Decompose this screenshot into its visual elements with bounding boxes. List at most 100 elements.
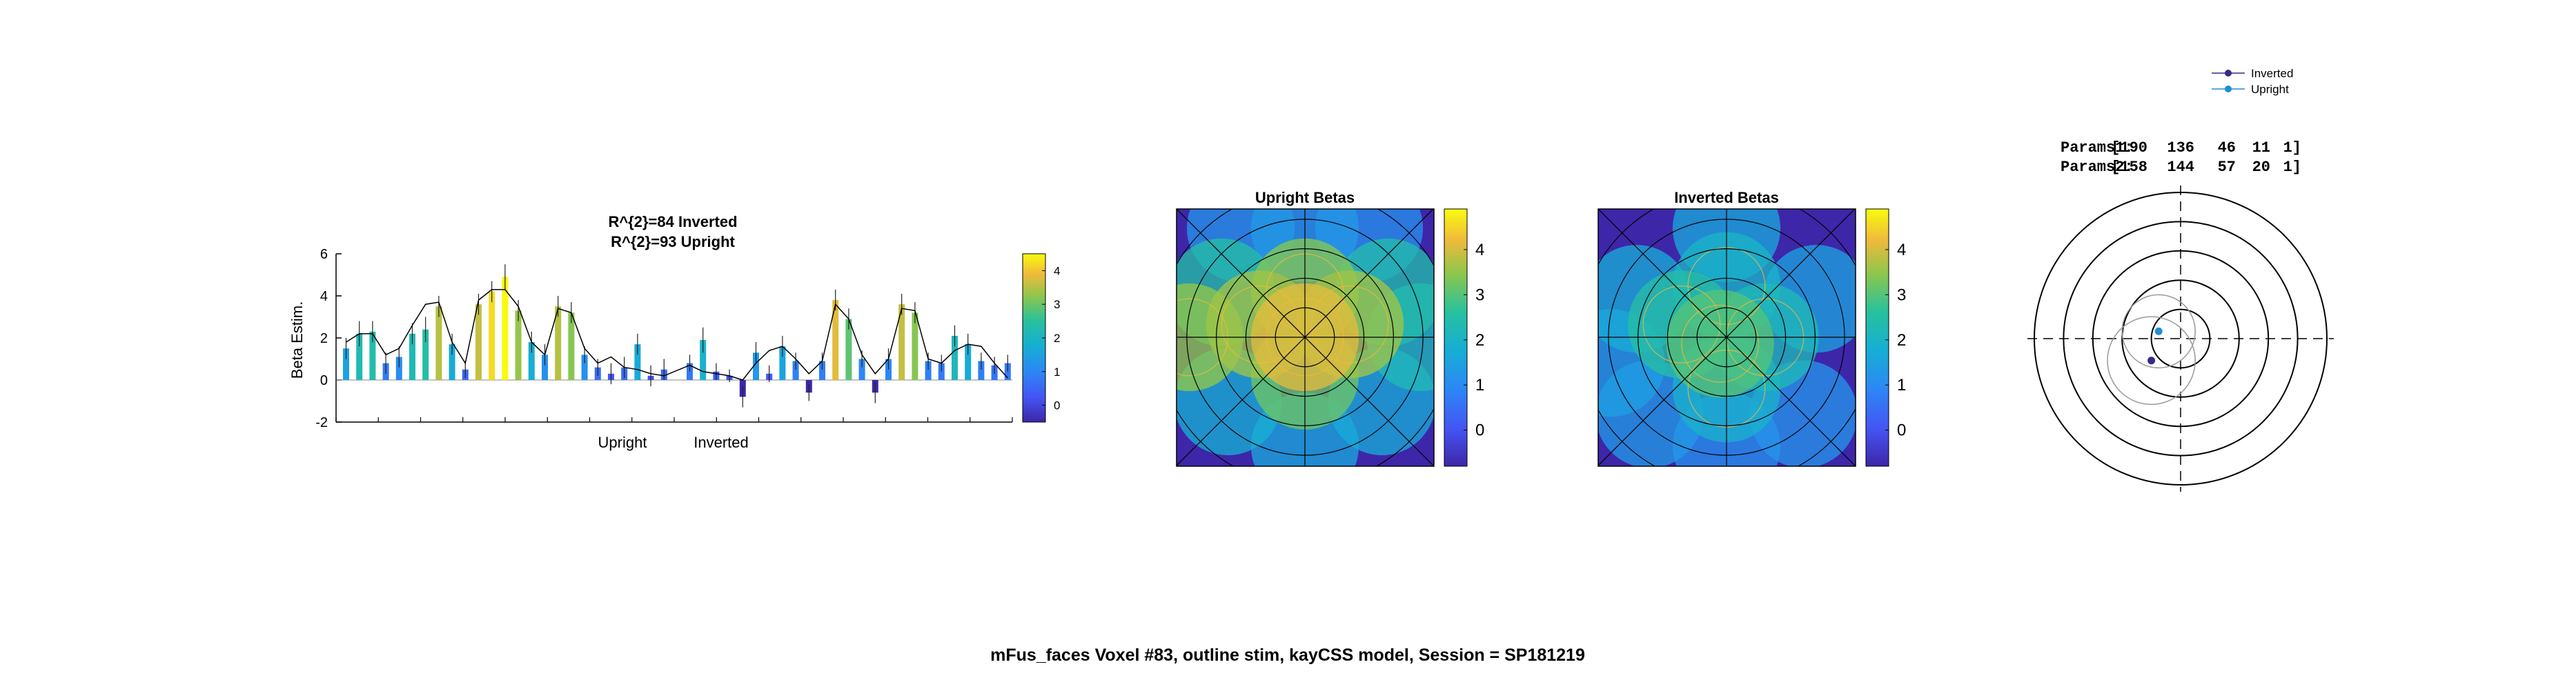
- beta-blob-outline: [1642, 286, 1721, 363]
- inverted-colorbar-ticks: 0 1 2 3 4: [1885, 241, 1906, 440]
- bar-inverted-18: [912, 312, 918, 380]
- colorbar-tick-label: 1: [1475, 376, 1484, 394]
- bar-chart-title-line1: R^{2}=84 Inverted: [608, 213, 737, 230]
- bar-upright-19: [581, 354, 588, 380]
- param-value: 20: [2252, 159, 2270, 176]
- prf-center-inverted: [2147, 357, 2156, 365]
- beta-blob-outline: [1681, 304, 1760, 383]
- model-fit-line: [346, 289, 1008, 381]
- y-tick-label: 2: [320, 331, 328, 346]
- bar-upright-14: [515, 310, 522, 380]
- bar-inverted-12: [832, 300, 839, 380]
- bar-upright-5: [395, 357, 402, 380]
- bar-upright-2: [356, 333, 363, 380]
- beta-blob-outline: [1310, 286, 1389, 363]
- inverted-betas-title: Inverted Betas: [1674, 189, 1779, 206]
- param-value: [190: [2111, 139, 2147, 157]
- params2-label: Params2:: [2061, 159, 2134, 176]
- upright-betas-frame: [1176, 208, 1435, 467]
- param-value: 11: [2252, 139, 2270, 157]
- x-tick-label-upright: Upright: [598, 434, 647, 451]
- bar-inverted-22: [965, 344, 972, 380]
- bar-inverted-14: [858, 359, 865, 380]
- bar-inverted-8: [779, 346, 786, 380]
- inverted-colorbar: [1865, 208, 1889, 467]
- inverted-betas-frame: [1597, 208, 1856, 467]
- param-value: [158: [2111, 159, 2147, 176]
- bar-upright-6: [409, 333, 415, 380]
- colorbar-tick-label: 2: [1054, 332, 1060, 345]
- x-tick-label-inverted: Inverted: [694, 434, 749, 451]
- bar-chart-panel: R^{2}=84 Inverted R^{2}=93 Upright Beta …: [288, 213, 1060, 451]
- upright-betas-panel: Upright Betas 0 1 2 3 4: [1176, 189, 1484, 467]
- legend-marker-inverted: [2225, 70, 2232, 77]
- bar-chart-title-line2: R^{2}=93 Upright: [611, 233, 735, 250]
- upright-colorbar-ticks: 0 1 2 3 4: [1464, 241, 1484, 440]
- colorbar-tick-label: 4: [1475, 241, 1484, 259]
- inverted-betas-map: [1598, 209, 1856, 466]
- bar-inverted-19: [925, 361, 932, 380]
- bar-inverted-2: [700, 340, 707, 380]
- param-value: 57: [2218, 159, 2236, 176]
- bar-inverted-17: [898, 304, 905, 380]
- prf-outline-upright: [2121, 294, 2196, 369]
- colorbar-tick-label: 4: [1897, 241, 1906, 259]
- bar-upright-3: [369, 331, 376, 380]
- legend-label-inverted: Inverted: [2251, 67, 2293, 80]
- bar-upright-9: [449, 344, 455, 380]
- prf-polar-panel: Params1: Params2: [190 136 46 11 1] [158 144 57…: [2027, 67, 2334, 492]
- y-tick-label: 0: [320, 373, 328, 388]
- y-tick-label: 6: [320, 247, 328, 262]
- colorbar-tick-label: 0: [1054, 399, 1060, 412]
- colorbar-tick-label: 0: [1897, 421, 1906, 440]
- colorbar-tick-label: 4: [1054, 264, 1060, 277]
- bar-inverted-13: [845, 319, 852, 380]
- colorbar-tick-label: 1: [1054, 366, 1060, 379]
- bar-upright-18: [568, 312, 575, 380]
- upright-colorbar: [1444, 208, 1468, 467]
- grid-spoke: [1177, 209, 1434, 466]
- bar-upright-7: [422, 329, 429, 380]
- params1-label: Params1:: [2061, 139, 2134, 157]
- y-axis-label: Beta Estim.: [288, 301, 306, 379]
- bar-inverted-21: [952, 335, 958, 380]
- colorbar-tick-label: 3: [1475, 286, 1484, 304]
- params-values: [190 136 46 11 1] [158 144 57 20 1]: [2111, 139, 2301, 176]
- upright-betas-title: Upright Betas: [1255, 189, 1355, 206]
- bar-inverted-9: [792, 361, 799, 380]
- bar-colorbar: [1022, 253, 1046, 423]
- bar-inverted-6: [753, 352, 759, 380]
- beta-blob-outline: [1221, 286, 1299, 363]
- bar-upright-17: [555, 306, 562, 380]
- colorbar-tick-label: 1: [1897, 376, 1906, 394]
- bar-colorbar-ticks: 0 1 2 3 4: [1042, 264, 1060, 412]
- param-value: 1]: [2283, 159, 2301, 176]
- colorbar-tick-label: 3: [1897, 286, 1906, 304]
- prf-outline-inverted: [2107, 316, 2196, 406]
- bar-inverted-23: [978, 361, 985, 380]
- colorbar-tick-label: 2: [1475, 331, 1484, 350]
- grid-spoke: [1598, 209, 1856, 466]
- x-axis-minor-ticks: [335, 417, 1013, 422]
- bar-upright-16: [542, 354, 548, 380]
- bar-upright-13: [502, 277, 509, 380]
- upright-betas-map: [1177, 209, 1434, 466]
- bar-upright-11: [475, 304, 482, 380]
- colorbar-tick-label: 2: [1897, 331, 1906, 350]
- y-tick-label: 4: [320, 289, 328, 304]
- y-tick-label: -2: [315, 415, 328, 430]
- legend: Inverted Upright: [2212, 67, 2293, 96]
- param-value: 136: [2167, 139, 2194, 157]
- bar-inverted-11: [819, 361, 825, 380]
- param-value: 1]: [2283, 139, 2301, 157]
- bar-upright-15: [528, 342, 535, 380]
- bar-series: [343, 264, 1011, 408]
- bar-upright-8: [435, 306, 442, 380]
- bar-upright-1: [343, 348, 349, 380]
- legend-label-upright: Upright: [2251, 83, 2289, 96]
- figure-footer-title: mFus_faces Voxel #83, outline stim, kayC…: [990, 646, 1585, 665]
- legend-marker-upright: [2225, 86, 2232, 92]
- y-axis-ticks: -2 0 2 4 6: [315, 247, 342, 430]
- polar-plot: [2027, 186, 2334, 492]
